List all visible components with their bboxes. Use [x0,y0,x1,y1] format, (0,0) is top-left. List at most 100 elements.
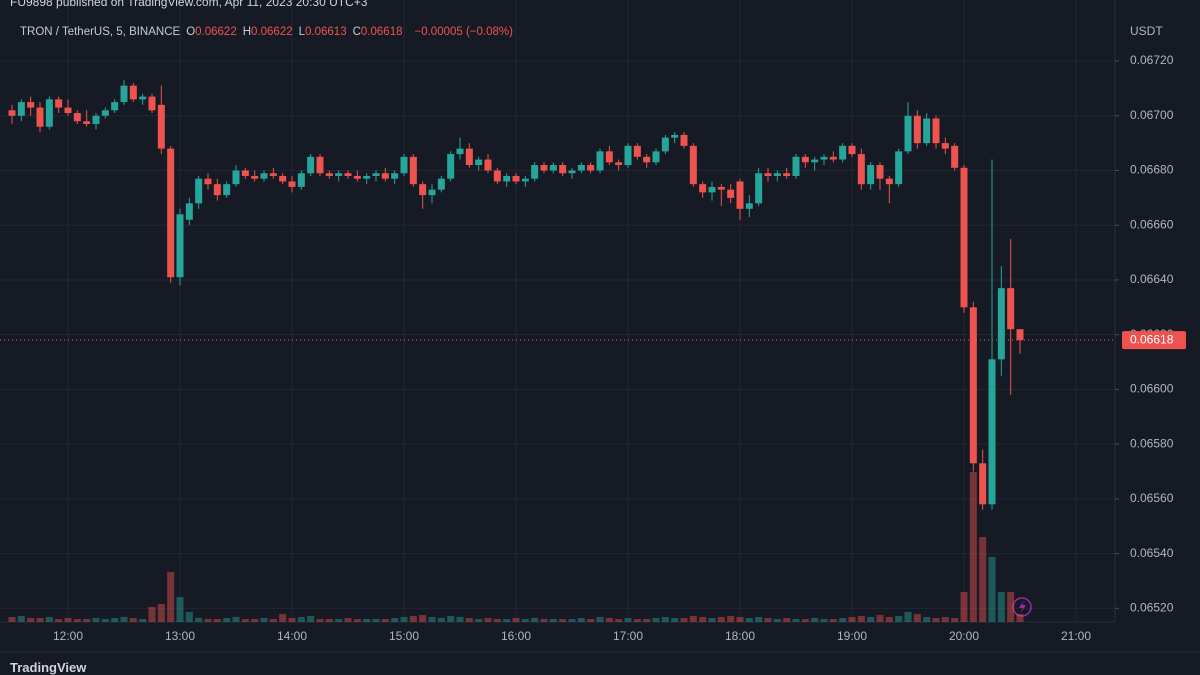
volume-bar [241,619,249,622]
volume-bar [913,614,921,622]
logo[interactable]: TradingView [10,660,87,675]
candle-body [848,145,856,155]
candle-body [783,173,791,176]
candle-body [428,189,436,196]
candle-body [391,173,399,179]
volume-bar [223,618,231,622]
volume-bar [811,618,819,622]
candle-body [512,175,520,182]
x-tick-label: 20:00 [949,629,979,643]
volume-bar [83,619,91,622]
x-tick-label: 19:00 [837,629,867,643]
last-price-label: 0.06618 [1130,332,1174,346]
volume-bar [568,619,576,622]
volume-bar [269,619,277,622]
candle-body [596,151,604,171]
volume-bar [671,618,679,622]
candle-body [549,165,557,171]
volume-bar [297,617,305,622]
candle-body [139,96,147,100]
candle-body [643,156,651,163]
candle-body [773,173,781,176]
x-tick-label: 13:00 [165,629,195,643]
volume-bar [736,617,744,622]
candle-body [279,175,287,182]
volume-bar [409,616,417,622]
candle-body [363,175,371,179]
candle-body [717,186,725,190]
volume-bar [857,616,865,622]
candle-body [260,173,268,179]
volume-bar [577,618,585,622]
y-tick-label: 0.06580 [1130,436,1174,450]
volume-bar [717,617,725,622]
candle-body [45,99,53,127]
grid [0,0,1115,622]
volume-bar [904,612,912,622]
field-label: L [298,26,306,38]
volume-bar [923,617,931,622]
candle-body [699,184,707,193]
volume-bar [251,619,259,622]
volume-bar [139,619,147,622]
candle-body [55,99,63,108]
x-tick-label: 16:00 [501,629,531,643]
candle-body [615,162,623,166]
volume-bar [876,615,884,622]
volume-bar [465,618,473,622]
field-value: 0.06613 [305,26,347,38]
volume-bar [279,614,287,622]
volume-bar [820,619,828,622]
volume-bar [755,617,763,622]
last-price-box [1122,331,1186,350]
volume-bar [204,619,212,622]
x-tick-label: 12:00 [53,629,83,643]
candle-body [27,102,35,108]
volume-bar [633,619,641,622]
y-tick-label: 0.06640 [1130,272,1174,286]
volume-bar [689,616,697,622]
candle-body [381,173,389,179]
field-value: 0.06622 [195,26,237,38]
candle-body [969,307,977,464]
volume-bar [484,618,492,622]
volume-bar [680,618,688,622]
volume-bar [773,619,781,622]
x-tick-label: 18:00 [725,629,755,643]
candle-body [157,104,165,149]
candle-body [531,165,539,179]
volume-bar [129,618,137,622]
candle-body [73,113,81,122]
candle-body [895,151,903,185]
volume-bar [932,618,940,622]
candle-body [232,170,240,185]
candle-body [1016,329,1024,341]
x-tick-label: 15:00 [389,629,419,643]
volume-bar [531,618,539,622]
volume-bar [36,618,44,622]
candle-body [475,159,483,166]
volume-bar [867,617,875,622]
candle-body [288,181,296,187]
volume-bar [661,617,669,622]
candle-body [120,85,128,103]
candle-body [353,175,361,179]
candle-body [251,175,259,179]
y-tick-label: 0.06520 [1130,600,1174,614]
candle-body [419,184,427,196]
candle-body [111,102,119,111]
volume-bar [232,617,240,622]
y-tick-label: 0.06540 [1130,546,1174,560]
replay-icon[interactable] [1012,597,1032,617]
volume-bar [353,619,361,622]
volume-bar [559,619,567,622]
candle-body [204,178,212,185]
candle-body [1007,288,1015,330]
volume-bars [8,472,1024,622]
volume-bar [111,618,119,622]
volume-bar [848,617,856,622]
volume-bar [372,619,380,622]
y-axis-label: USDT [1130,24,1163,38]
candle-body [923,118,931,144]
candle-body [148,96,156,111]
